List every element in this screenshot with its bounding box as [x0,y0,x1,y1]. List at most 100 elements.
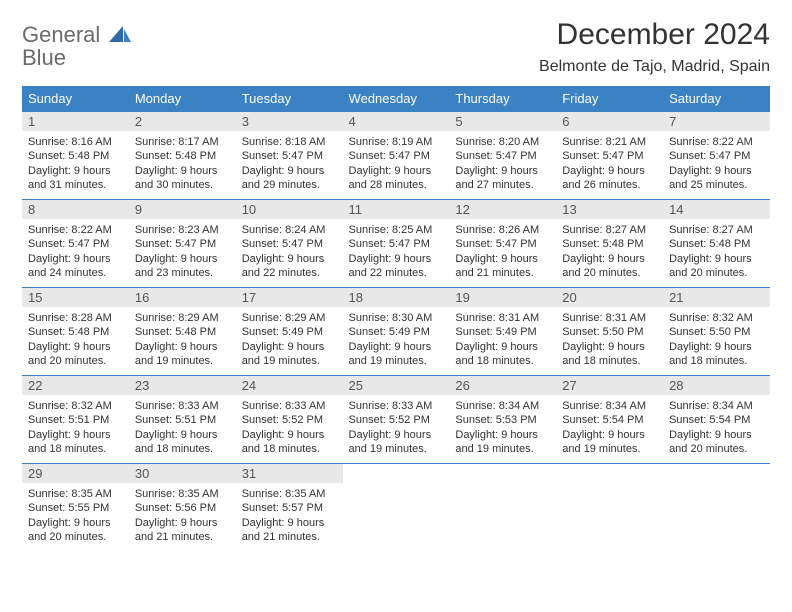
day-dl1: Daylight: 9 hours [135,428,230,442]
day-dl1: Daylight: 9 hours [669,340,764,354]
day-ss: Sunset: 5:47 PM [135,237,230,251]
day-ss: Sunset: 5:54 PM [562,413,657,427]
day-number: 6 [556,112,663,131]
day-dl2: and 19 minutes. [242,354,337,368]
day-info: Sunrise: 8:23 AMSunset: 5:47 PMDaylight:… [129,219,236,286]
day-ss: Sunset: 5:48 PM [28,149,123,163]
calendar-day-cell: 31Sunrise: 8:35 AMSunset: 5:57 PMDayligh… [236,464,343,552]
weekday-header: Thursday [449,86,556,112]
day-dl2: and 19 minutes. [349,354,444,368]
calendar-day-cell: 17Sunrise: 8:29 AMSunset: 5:49 PMDayligh… [236,288,343,376]
day-sr: Sunrise: 8:18 AM [242,135,337,149]
day-ss: Sunset: 5:49 PM [455,325,550,339]
day-number: 23 [129,376,236,395]
day-info: Sunrise: 8:35 AMSunset: 5:56 PMDaylight:… [129,483,236,550]
day-number: 13 [556,200,663,219]
day-ss: Sunset: 5:51 PM [28,413,123,427]
day-number: 22 [22,376,129,395]
day-dl2: and 18 minutes. [135,442,230,456]
day-info: Sunrise: 8:31 AMSunset: 5:50 PMDaylight:… [556,307,663,374]
day-ss: Sunset: 5:47 PM [28,237,123,251]
calendar-day-cell: 28Sunrise: 8:34 AMSunset: 5:54 PMDayligh… [663,376,770,464]
day-dl2: and 18 minutes. [669,354,764,368]
calendar-day-cell: 8Sunrise: 8:22 AMSunset: 5:47 PMDaylight… [22,200,129,288]
day-ss: Sunset: 5:50 PM [669,325,764,339]
header: General Blue December 2024 Belmonte de T… [22,18,770,84]
calendar-day-cell [343,464,450,552]
calendar-day-cell: 15Sunrise: 8:28 AMSunset: 5:48 PMDayligh… [22,288,129,376]
day-number: 8 [22,200,129,219]
weekday-header: Monday [129,86,236,112]
day-info: Sunrise: 8:29 AMSunset: 5:49 PMDaylight:… [236,307,343,374]
day-sr: Sunrise: 8:20 AM [455,135,550,149]
day-dl1: Daylight: 9 hours [242,516,337,530]
day-sr: Sunrise: 8:29 AM [242,311,337,325]
day-dl1: Daylight: 9 hours [242,428,337,442]
day-dl2: and 26 minutes. [562,178,657,192]
day-dl1: Daylight: 9 hours [349,340,444,354]
day-dl2: and 28 minutes. [349,178,444,192]
day-dl1: Daylight: 9 hours [349,252,444,266]
day-dl2: and 18 minutes. [242,442,337,456]
day-dl2: and 21 minutes. [242,530,337,544]
day-sr: Sunrise: 8:31 AM [455,311,550,325]
day-dl2: and 21 minutes. [135,530,230,544]
calendar-day-cell: 19Sunrise: 8:31 AMSunset: 5:49 PMDayligh… [449,288,556,376]
day-dl1: Daylight: 9 hours [562,340,657,354]
weekday-header: Wednesday [343,86,450,112]
calendar-day-cell: 26Sunrise: 8:34 AMSunset: 5:53 PMDayligh… [449,376,556,464]
day-ss: Sunset: 5:53 PM [455,413,550,427]
day-info: Sunrise: 8:35 AMSunset: 5:55 PMDaylight:… [22,483,129,550]
day-dl2: and 22 minutes. [349,266,444,280]
day-sr: Sunrise: 8:33 AM [135,399,230,413]
day-number: 7 [663,112,770,131]
day-info: Sunrise: 8:32 AMSunset: 5:50 PMDaylight:… [663,307,770,374]
day-dl1: Daylight: 9 hours [562,428,657,442]
day-dl1: Daylight: 9 hours [28,516,123,530]
day-ss: Sunset: 5:51 PM [135,413,230,427]
calendar-day-cell: 6Sunrise: 8:21 AMSunset: 5:47 PMDaylight… [556,112,663,200]
day-number: 21 [663,288,770,307]
logo-text-a: General [22,22,100,47]
logo-text-b: Blue [22,45,66,70]
day-sr: Sunrise: 8:28 AM [28,311,123,325]
day-dl2: and 19 minutes. [135,354,230,368]
day-number: 24 [236,376,343,395]
day-sr: Sunrise: 8:33 AM [349,399,444,413]
day-ss: Sunset: 5:50 PM [562,325,657,339]
day-info: Sunrise: 8:27 AMSunset: 5:48 PMDaylight:… [663,219,770,286]
day-ss: Sunset: 5:55 PM [28,501,123,515]
day-sr: Sunrise: 8:22 AM [669,135,764,149]
day-dl2: and 27 minutes. [455,178,550,192]
day-sr: Sunrise: 8:32 AM [28,399,123,413]
day-ss: Sunset: 5:47 PM [455,237,550,251]
day-number: 16 [129,288,236,307]
calendar-week-row: 22Sunrise: 8:32 AMSunset: 5:51 PMDayligh… [22,376,770,464]
day-ss: Sunset: 5:57 PM [242,501,337,515]
calendar-day-cell [556,464,663,552]
day-dl1: Daylight: 9 hours [242,340,337,354]
logo: General Blue [22,18,131,70]
day-info: Sunrise: 8:34 AMSunset: 5:54 PMDaylight:… [556,395,663,462]
day-dl1: Daylight: 9 hours [455,164,550,178]
day-sr: Sunrise: 8:25 AM [349,223,444,237]
day-dl1: Daylight: 9 hours [669,252,764,266]
day-info: Sunrise: 8:32 AMSunset: 5:51 PMDaylight:… [22,395,129,462]
weekday-header: Tuesday [236,86,343,112]
calendar-day-cell [449,464,556,552]
day-info: Sunrise: 8:16 AMSunset: 5:48 PMDaylight:… [22,131,129,198]
day-number: 3 [236,112,343,131]
calendar-day-cell: 3Sunrise: 8:18 AMSunset: 5:47 PMDaylight… [236,112,343,200]
calendar-day-cell: 22Sunrise: 8:32 AMSunset: 5:51 PMDayligh… [22,376,129,464]
day-dl2: and 20 minutes. [28,354,123,368]
day-number: 26 [449,376,556,395]
day-sr: Sunrise: 8:23 AM [135,223,230,237]
day-number: 18 [343,288,450,307]
day-ss: Sunset: 5:47 PM [562,149,657,163]
calendar-day-cell: 12Sunrise: 8:26 AMSunset: 5:47 PMDayligh… [449,200,556,288]
day-dl2: and 20 minutes. [669,442,764,456]
calendar-day-cell: 2Sunrise: 8:17 AMSunset: 5:48 PMDaylight… [129,112,236,200]
day-ss: Sunset: 5:56 PM [135,501,230,515]
day-ss: Sunset: 5:48 PM [562,237,657,251]
day-info: Sunrise: 8:30 AMSunset: 5:49 PMDaylight:… [343,307,450,374]
